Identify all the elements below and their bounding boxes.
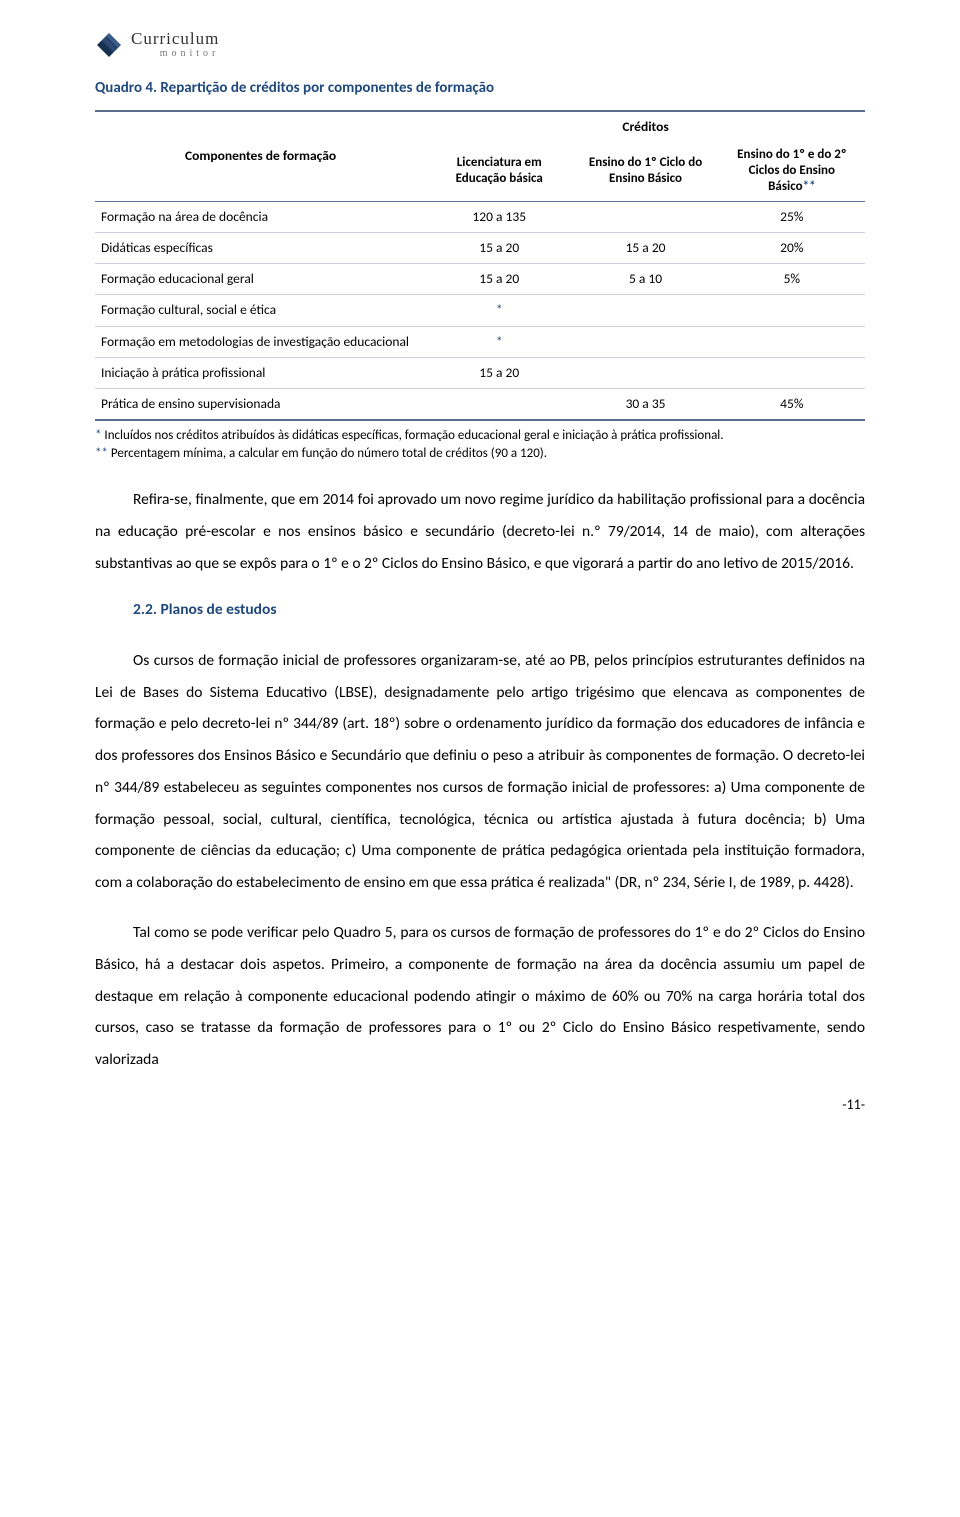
row-cell	[572, 295, 718, 326]
table-caption-title: Repartição de créditos por componentes d…	[160, 79, 494, 97]
footnote-2: Percentagem mínima, a calcular em função…	[108, 446, 547, 461]
row-cell	[572, 357, 718, 388]
row-cell: 25%	[719, 201, 865, 232]
table-caption-label: Quadro 4.	[95, 79, 157, 97]
row-cell: 30 a 35	[572, 389, 718, 421]
table-row: Formação na área de docência120 a 135 25%	[95, 201, 865, 232]
table-row: Formação educacional geral15 a 205 a 105…	[95, 264, 865, 295]
table-row: Formação em metodologias de investigação…	[95, 326, 865, 357]
paragraph-1: Refira-se, finalmente, que em 2014 foi a…	[95, 484, 865, 579]
row-cell	[426, 389, 572, 421]
row-cell: *	[426, 326, 572, 357]
th-components: Componentes de formação	[95, 111, 426, 202]
row-cell: 15 a 20	[426, 232, 572, 263]
logo-text-main: Curriculum	[131, 30, 219, 47]
th-col3: Ensino do 1º e do 2º Ciclos do Ensino Bá…	[719, 142, 865, 201]
row-cell: 5 a 10	[572, 264, 718, 295]
paragraph-3: Tal como se pode verificar pelo Quadro 5…	[95, 917, 865, 1076]
th-col3-text: Ensino do 1º e do 2º Ciclos do Ensino Bá…	[737, 147, 846, 195]
table-row: Didáticas específicas15 a 2015 a 2020%	[95, 232, 865, 263]
row-cell: 20%	[719, 232, 865, 263]
th-col2: Ensino do 1º Ciclo do Ensino Básico	[572, 142, 718, 201]
row-cell: *	[426, 295, 572, 326]
row-cell: 15 a 20	[426, 357, 572, 388]
row-cell	[572, 201, 718, 232]
row-cell: 120 a 135	[426, 201, 572, 232]
paragraph-2: Os cursos de formação inicial de profess…	[95, 645, 865, 899]
row-cell	[572, 326, 718, 357]
row-label: Prática de ensino supervisionada	[95, 389, 426, 421]
row-cell	[719, 295, 865, 326]
footnote-dstar: **	[95, 446, 108, 461]
logo-text-sub: monitor	[131, 49, 219, 59]
th-credits-group: Créditos	[426, 111, 865, 142]
row-label: Formação educacional geral	[95, 264, 426, 295]
header-logo: Curriculum monitor	[95, 30, 865, 59]
row-cell: 15 a 20	[572, 232, 718, 263]
table-row: Iniciação à prática profissional15 a 20	[95, 357, 865, 388]
row-label: Formação em metodologias de investigação…	[95, 326, 426, 357]
credits-table: Componentes de formação Créditos Licenci…	[95, 110, 865, 422]
row-label: Didáticas específicas	[95, 232, 426, 263]
th-col3-stars: **	[803, 179, 816, 194]
row-cell: 45%	[719, 389, 865, 421]
table-caption: Quadro 4. Repartição de créditos por com…	[95, 77, 865, 100]
row-label: Formação cultural, social e ética	[95, 295, 426, 326]
row-cell	[719, 326, 865, 357]
table-row: Formação cultural, social e ética*	[95, 295, 865, 326]
logo-text: Curriculum monitor	[131, 30, 219, 59]
row-label: Iniciação à prática profissional	[95, 357, 426, 388]
footnote-1: Incluídos nos créditos atribuídos às did…	[101, 428, 723, 443]
section-heading: 2.2. Planos de estudos	[133, 598, 865, 621]
row-cell: 5%	[719, 264, 865, 295]
row-cell	[719, 357, 865, 388]
th-col1: Licenciatura em Educação básica	[426, 142, 572, 201]
row-label: Formação na área de docência	[95, 201, 426, 232]
table-row: Prática de ensino supervisionada 30 a 354…	[95, 389, 865, 421]
table-footnotes: * Incluídos nos créditos atribuídos às d…	[95, 427, 865, 462]
logo-icon	[95, 31, 123, 59]
row-cell: 15 a 20	[426, 264, 572, 295]
page-number: -11-	[95, 1094, 865, 1115]
